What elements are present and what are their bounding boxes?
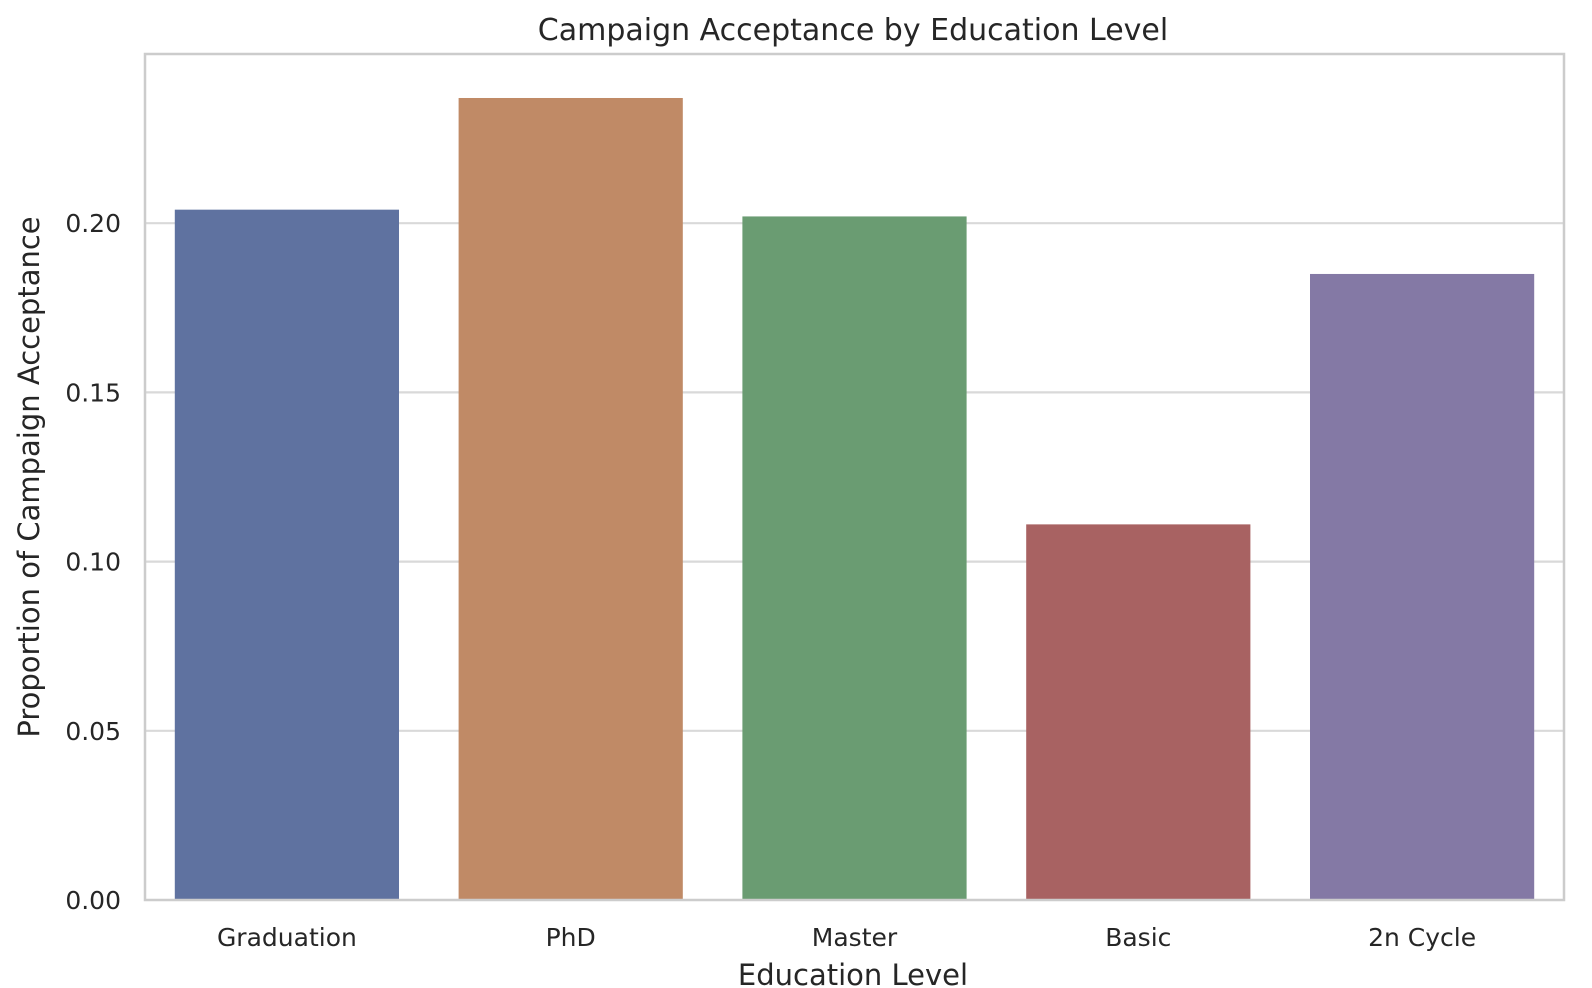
y-tick-label: 0.00 xyxy=(65,886,121,915)
y-axis-label: Proportion of Campaign Acceptance xyxy=(12,216,46,737)
y-axis-ticks: 0.00 0.05 0.10 0.15 0.20 xyxy=(65,209,121,915)
bars xyxy=(174,97,1535,901)
x-tick-label: PhD xyxy=(546,923,596,952)
y-tick-label: 0.20 xyxy=(65,209,121,238)
chart-title: Campaign Acceptance by Education Level xyxy=(538,13,1168,48)
bar-graduation xyxy=(174,209,400,900)
x-axis-label: Education Level xyxy=(738,958,968,988)
x-axis-ticks: Graduation PhD Master Basic 2n Cycle xyxy=(217,923,1476,952)
x-tick-label: Graduation xyxy=(217,923,357,952)
bar-basic xyxy=(1026,524,1251,900)
bar-2n-cycle xyxy=(1309,273,1535,901)
y-tick-label: 0.10 xyxy=(65,548,121,577)
x-tick-label: Basic xyxy=(1105,923,1171,952)
bar-phd xyxy=(458,97,683,900)
y-tick-label: 0.05 xyxy=(65,717,121,746)
bar-master xyxy=(742,216,967,900)
y-tick-label: 0.15 xyxy=(65,378,121,407)
plot-frame xyxy=(143,52,1566,902)
x-tick-label: Master xyxy=(812,923,898,952)
x-tick-label: 2n Cycle xyxy=(1368,923,1476,952)
